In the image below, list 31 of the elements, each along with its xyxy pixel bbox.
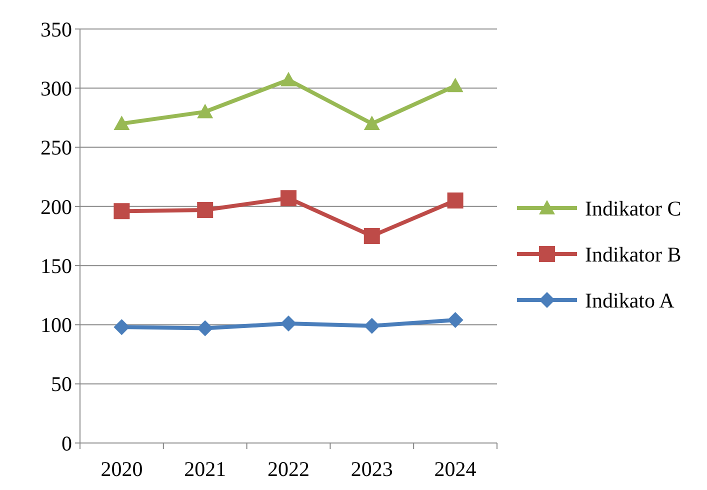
legend-label: Indikator C bbox=[585, 196, 682, 220]
y-tick-label: 150 bbox=[40, 254, 72, 278]
y-tick-label: 0 bbox=[62, 431, 72, 456]
x-tick-label: 2021 bbox=[184, 457, 226, 481]
point bbox=[280, 316, 296, 332]
y-tick-label: 300 bbox=[40, 76, 72, 100]
x-tick-label: 2023 bbox=[350, 457, 393, 481]
x-tick-label: 2020 bbox=[100, 457, 143, 481]
point bbox=[280, 190, 296, 206]
point bbox=[447, 78, 464, 92]
point bbox=[364, 116, 380, 130]
point bbox=[447, 312, 464, 328]
y-tick-label: 350 bbox=[40, 17, 72, 42]
point bbox=[114, 116, 130, 130]
point bbox=[114, 319, 130, 336]
point bbox=[114, 203, 130, 220]
y-tick-label: 200 bbox=[40, 194, 72, 219]
point bbox=[364, 228, 380, 244]
x-tick-label: 2022 bbox=[268, 457, 310, 481]
point bbox=[197, 104, 214, 118]
y-tick-label: 250 bbox=[40, 136, 72, 160]
legend-label: Indikator B bbox=[585, 242, 682, 266]
point bbox=[197, 202, 214, 218]
y-tick-label: 100 bbox=[40, 313, 72, 338]
x-tick-label: 2024 bbox=[434, 457, 477, 481]
point bbox=[197, 320, 214, 336]
y-tick-label: 50 bbox=[51, 372, 72, 396]
point bbox=[447, 192, 464, 209]
point bbox=[364, 318, 380, 334]
legend-label: Indikato A bbox=[585, 288, 676, 312]
point bbox=[280, 72, 296, 86]
